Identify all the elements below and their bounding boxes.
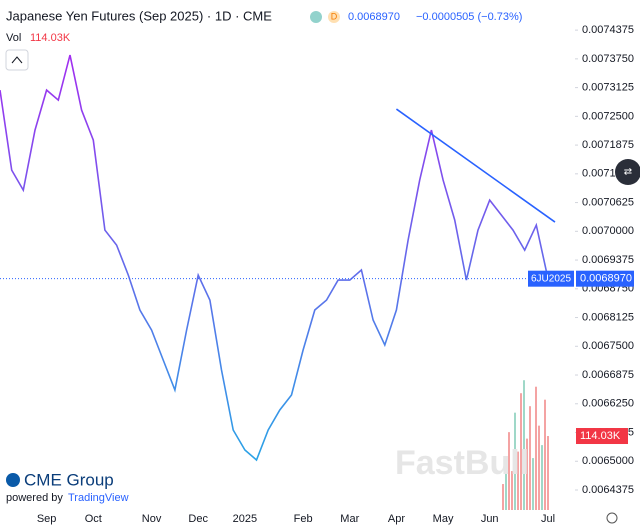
volume-bar [523,380,525,510]
x-tick-label: Apr [388,513,405,525]
y-tick-label: 0.0072500 [582,110,634,122]
volume-bar [502,484,504,510]
y-tick-label: 0.0073750 [582,53,634,65]
x-tick-label: Jul [541,513,555,525]
x-tick-label: Mar [340,513,359,525]
y-tick-label: 0.0066250 [582,398,634,410]
volume-bar [529,406,531,510]
y-tick-label: 0.0070000 [582,225,634,237]
x-tick-label: Sep [37,513,57,525]
volume-bar [520,393,522,510]
trend-line [395,108,556,223]
y-tick-label: 0.0068125 [582,311,634,323]
logo: CME Group [24,470,114,489]
collapse-button[interactable] [5,49,29,71]
x-tick-label: Feb [294,513,313,525]
y-tick-label: 0.0066875 [582,369,634,381]
y-tick-label: 0.0065000 [582,455,634,467]
symbol-badge: 6JU2025 [531,273,571,284]
volume-bar [514,412,516,510]
y-tick-label: 0.0074375 [582,24,634,36]
header-change: −0.0000505 (−0.73%) [416,11,522,23]
x-tick-label: Oct [85,513,102,525]
price-badge: 0.0068970 [580,273,632,285]
logo-mark [6,473,20,487]
y-tick-label: 0.0073125 [582,82,634,94]
volume-bar [547,436,549,510]
volume-bar [505,464,507,510]
y-tick-label: 0.0071875 [582,139,634,151]
y-tick-label: 0.0070625 [582,196,634,208]
powered-by: powered by [6,492,63,504]
collapse-icon [11,56,23,64]
x-tick-label: Nov [142,513,162,525]
interval-badge: D [331,11,338,21]
translate-icon: ⇄ [624,167,632,178]
symbol-badge-bg [528,270,574,287]
y-tick-label: 0.0069375 [582,254,634,266]
settings-button[interactable] [606,512,618,524]
volume-badge-bg [576,428,628,445]
translate-button[interactable] [615,159,640,185]
chart-title: Japanese Yen Futures (Sep 2025) · 1D · C… [6,8,272,23]
x-tick-label: Jun [481,513,499,525]
volume-bar [544,399,546,510]
volume-value: 114.03K [30,32,71,44]
x-tick-label: 2025 [233,513,257,525]
plot-area: 0.00643750.00650000.00656250.00662500.00… [0,24,634,525]
volume-badge: 114.03K [580,430,621,442]
y-tick-label: 0.0067500 [582,340,634,352]
price-badge-bg [576,270,634,287]
volume-bar [538,425,540,510]
volume-bar [541,445,543,510]
watermark: FastBull [395,444,529,482]
x-tick-label: May [433,513,454,525]
header-price: 0.0068970 [348,11,400,23]
powered-brand: TradingView [68,492,129,504]
volume-bar [532,458,534,510]
volume-bar [535,386,537,510]
volume-bar [508,432,510,510]
status-dot [310,11,322,23]
volume-bar [511,471,513,510]
volume-bar [517,451,519,510]
volume-bar [526,438,528,510]
badge-bg [328,11,340,23]
y-tick-label: 0.0064375 [582,484,634,496]
x-tick-label: Dec [188,513,208,525]
volume-label: Vol [6,32,21,44]
price-line [0,54,549,462]
